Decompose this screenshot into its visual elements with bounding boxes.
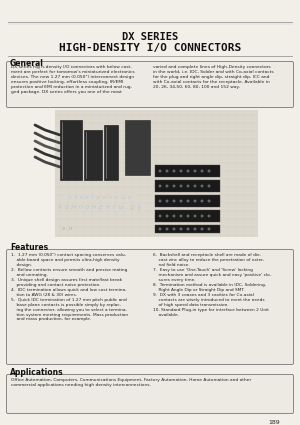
Bar <box>155 195 220 207</box>
Circle shape <box>172 184 176 187</box>
Circle shape <box>208 215 211 218</box>
Circle shape <box>187 199 190 202</box>
FancyBboxPatch shape <box>7 249 293 365</box>
Circle shape <box>194 227 196 230</box>
Text: Applications: Applications <box>10 368 64 377</box>
Circle shape <box>187 215 190 218</box>
Circle shape <box>179 170 182 173</box>
Circle shape <box>172 199 176 202</box>
Bar <box>155 180 220 192</box>
Text: 6.  Backshell and receptacle shell are made of die-
    cast zinc alloy to reduc: 6. Backshell and receptacle shell are ma… <box>153 253 272 317</box>
Circle shape <box>166 199 169 202</box>
Circle shape <box>179 215 182 218</box>
Circle shape <box>166 227 169 230</box>
Circle shape <box>208 184 211 187</box>
Circle shape <box>158 227 161 230</box>
Text: varied and complete lines of High-Density connectors
in the world, i.e. IDC, Sol: varied and complete lines of High-Densit… <box>153 65 274 89</box>
Circle shape <box>172 170 176 173</box>
Text: 189: 189 <box>268 420 280 425</box>
Circle shape <box>208 199 211 202</box>
Circle shape <box>187 170 190 173</box>
Circle shape <box>179 184 182 187</box>
Circle shape <box>179 227 182 230</box>
Bar <box>125 120 150 175</box>
Circle shape <box>166 170 169 173</box>
Circle shape <box>172 215 176 218</box>
Circle shape <box>200 215 203 218</box>
FancyBboxPatch shape <box>7 374 293 414</box>
Text: Features: Features <box>10 243 48 252</box>
Circle shape <box>187 184 190 187</box>
Circle shape <box>200 184 203 187</box>
Circle shape <box>166 215 169 218</box>
Circle shape <box>158 199 161 202</box>
Circle shape <box>200 227 203 230</box>
Bar <box>155 225 220 233</box>
Text: 1.  1.27 mm (0.050") contact spacing conserves valu-
    able board space and pe: 1. 1.27 mm (0.050") contact spacing cons… <box>11 253 128 321</box>
Circle shape <box>158 170 161 173</box>
Text: Office Automation, Computers, Communications Equipment, Factory Automation, Home: Office Automation, Computers, Communicat… <box>11 378 251 387</box>
Circle shape <box>208 170 211 173</box>
Circle shape <box>208 227 211 230</box>
Bar <box>155 165 220 177</box>
Circle shape <box>200 170 203 173</box>
Bar <box>55 110 258 237</box>
Circle shape <box>166 184 169 187</box>
Circle shape <box>194 199 196 202</box>
Text: General: General <box>10 59 44 68</box>
Bar <box>155 210 220 222</box>
Bar <box>104 125 118 180</box>
FancyBboxPatch shape <box>7 62 293 108</box>
Text: DX series hig h-density I/O connectors with below cost-
ment are perfect for tom: DX series hig h-density I/O connectors w… <box>11 65 135 94</box>
Text: э л е к т р о н н ы е: э л е к т р о н н ы е <box>68 195 132 199</box>
Circle shape <box>194 184 196 187</box>
Text: DX SERIES: DX SERIES <box>122 32 178 42</box>
Circle shape <box>200 199 203 202</box>
Circle shape <box>158 215 161 218</box>
Circle shape <box>194 170 196 173</box>
Circle shape <box>187 227 190 230</box>
Circle shape <box>194 215 196 218</box>
Text: э  л: э л <box>62 226 72 230</box>
Circle shape <box>158 184 161 187</box>
Circle shape <box>179 199 182 202</box>
Bar <box>60 120 82 180</box>
Text: к о м п о н е н т ы . р у: к о м п о н е н т ы . р у <box>58 204 142 210</box>
Text: HIGH-DENSITY I/O CONNECTORS: HIGH-DENSITY I/O CONNECTORS <box>59 43 241 53</box>
Bar <box>84 130 102 180</box>
Circle shape <box>172 227 176 230</box>
